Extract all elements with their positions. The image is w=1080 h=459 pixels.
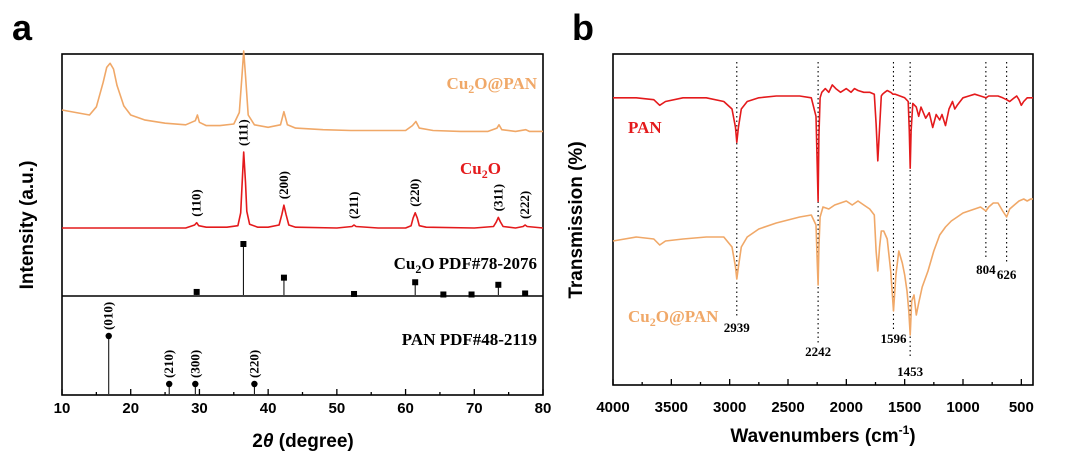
cu2o-hkl-label: (110) [189,189,204,216]
cu2o-reference-marker [351,290,358,297]
pan-hkl-label: (210) [161,350,176,378]
ftir-chart: 2939 2242 1596 1453 804 626 4000 3500 3000 2500 2… [566,53,1034,447]
cu2o-hkl-label: (111) [235,119,250,146]
ftir-x-tick-label: 2500 [771,399,804,416]
cu2o-hkl-label: (222) [517,191,532,219]
pan-reference-marker [105,332,112,340]
cu2o-reference-marker [280,274,287,281]
cu2o-hkl-label: (311) [490,184,505,211]
cu2o-hkl-label: (211) [346,192,361,219]
pan-hkl-label: (220) [246,350,261,378]
ftir-y-axis-label: Transmission (%) [566,141,587,298]
pan-trace-label: PAN [628,118,662,137]
xrd-y-axis-label: Intensity (a.u.) [17,161,38,290]
pan-reference-marker [192,380,199,388]
pan-hkl-label: (300) [187,350,202,378]
ftir-x-tick-label: 1000 [946,399,979,416]
cu2o-reference-marker [522,290,529,297]
peak-wavenumber-label: 2242 [805,344,831,359]
xrd-x-tick-label: 60 [397,400,414,417]
pan-reference-marker [251,380,258,388]
cu2o-reference-marker [495,281,502,288]
panel-label-b: b [572,7,594,48]
peak-wavenumber-label: 626 [997,267,1017,282]
cu2o-pan-ftir-line [612,198,1033,336]
ftir-x-axis-label: Wavenumbers (cm-1) [730,423,915,447]
cu2o-pan-trace-label: Cu2O@PAN [447,74,538,96]
pan-reference-label: PAN PDF#48-2119 [402,330,537,349]
ftir-x-tick-label: 4000 [596,399,629,416]
cu2o-reference-marker [440,291,447,298]
cu2o-reference-marker [468,291,475,298]
xrd-x-tick-label: 20 [122,400,139,417]
peak-wavenumber-label: 1453 [897,364,924,379]
xrd-x-tick-label: 30 [191,400,208,417]
peak-wavenumber-label: 804 [976,262,996,277]
ftir-plot-frame [612,53,1034,386]
cu2o-hkl-label: (200) [276,171,291,199]
cu2o-trace-label: Cu2O [460,159,501,181]
pan-ftir-line [613,84,1033,203]
xrd-x-axis-label: 2θ (degree) [252,431,353,452]
xrd-x-tick-label: 50 [329,400,346,417]
cu2o-pan-xrd-line [61,50,543,133]
ftir-x-tick-label: 3000 [713,399,746,416]
xrd-chart: (110) (111) (200) (211) (220) (311) (222) (010… [17,50,552,452]
peak-wavenumber-label: 2939 [724,320,751,335]
ftir-x-tick-label: 2000 [830,399,863,416]
cu2o-reference-marker [193,288,200,295]
xrd-x-tick-label: 10 [54,400,71,417]
xrd-x-tick-label: 80 [535,400,552,417]
cu2o-xrd-line [62,151,544,229]
cu2o-reference-marker [412,279,419,286]
cu2o-reference-label: Cu2O PDF#78-2076 [394,254,537,276]
pan-reference-marker [165,380,173,388]
xrd-x-tick-label: 40 [260,400,277,417]
pan-hkl-label: (010) [101,302,116,330]
ftir-x-tick-label: 3500 [655,399,688,416]
cu2o-pan-ftir-label: Cu2O@PAN [628,307,719,329]
panel-label-a: a [12,7,33,48]
cu2o-hkl-label: (220) [407,179,422,207]
peak-wavenumber-label: 1596 [880,331,907,346]
xrd-x-tick-label: 70 [466,400,483,417]
cu2o-reference-marker [240,241,247,247]
ftir-x-tick-label: 500 [1009,399,1034,416]
ftir-x-tick-label: 1500 [888,399,921,416]
